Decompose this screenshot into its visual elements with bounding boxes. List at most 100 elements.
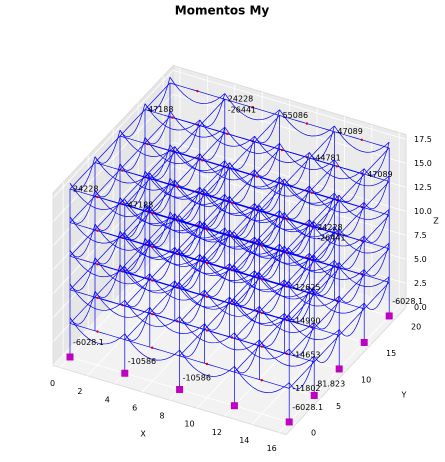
beam xyxy=(363,147,390,175)
annotation: 55086 xyxy=(283,111,308,120)
moment-diagram xyxy=(338,235,365,270)
beam xyxy=(69,195,96,223)
x-tick-label: 16 xyxy=(267,444,277,453)
moment-diagram xyxy=(259,212,285,246)
node-dot xyxy=(151,312,154,316)
node-dot xyxy=(230,201,234,205)
beam xyxy=(338,275,365,303)
node-dot xyxy=(205,295,209,298)
moment-diagram xyxy=(149,280,176,315)
moment-diagram xyxy=(124,172,151,207)
beam xyxy=(284,225,310,253)
x-tick-label: 14 xyxy=(239,436,249,445)
moment-diagram xyxy=(179,282,235,310)
beam xyxy=(144,217,171,245)
moment-diagram xyxy=(288,356,315,390)
moment-diagram xyxy=(234,366,290,393)
z-tick-label: 15.0 xyxy=(414,159,432,168)
moment-diagram xyxy=(259,313,285,347)
moment-diagram xyxy=(204,162,230,197)
annotation: 47188 xyxy=(128,201,153,210)
node-dot xyxy=(310,191,313,195)
beam xyxy=(144,183,171,211)
moment-diagram xyxy=(309,152,365,180)
support xyxy=(230,402,238,410)
moment-diagram xyxy=(254,109,280,144)
beam xyxy=(309,265,335,293)
beam xyxy=(204,201,230,229)
moment-diagram xyxy=(309,219,365,247)
moment-diagram xyxy=(284,185,310,220)
y-tick-label: 0 xyxy=(311,429,316,438)
beam xyxy=(234,311,260,339)
node-dot xyxy=(96,195,99,199)
moment-diagram xyxy=(334,226,390,254)
moment-diagram xyxy=(234,265,290,293)
node-dot xyxy=(260,311,263,315)
beam xyxy=(309,165,335,193)
beam xyxy=(179,261,205,289)
beam xyxy=(309,198,335,226)
x-tick-label: 2 xyxy=(77,387,82,396)
moment-diagram xyxy=(204,189,260,216)
moment-diagram xyxy=(174,153,201,187)
moment-diagram xyxy=(69,317,126,345)
grid-line xyxy=(173,165,407,236)
moment-diagram xyxy=(338,202,365,236)
moment-diagram xyxy=(313,195,340,229)
moment-diagram xyxy=(124,273,151,308)
annotation: -14653 xyxy=(292,350,320,359)
beam xyxy=(119,142,146,170)
beam xyxy=(149,252,176,280)
beam xyxy=(149,219,176,247)
beam xyxy=(94,236,121,264)
beam xyxy=(313,301,340,329)
node-dot xyxy=(151,212,154,215)
beam xyxy=(124,178,151,206)
moment-diagram xyxy=(313,228,340,263)
beam xyxy=(149,151,176,179)
moment-diagram xyxy=(284,212,340,240)
moment-diagram xyxy=(119,103,146,138)
z-tick-label: 17.5 xyxy=(414,135,432,144)
beam xyxy=(288,361,315,389)
moment-diagram xyxy=(174,119,201,154)
moment-diagram xyxy=(234,306,260,340)
z-tick-label: 2.5 xyxy=(414,279,427,288)
moment-diagram xyxy=(284,219,310,254)
beam xyxy=(284,157,310,185)
annotation: 47188 xyxy=(148,105,173,114)
node-dot xyxy=(96,296,99,300)
moment-diagram xyxy=(69,257,96,291)
beam xyxy=(94,135,121,163)
moment-diagram xyxy=(94,230,121,265)
moment-diagram xyxy=(234,332,290,360)
beam xyxy=(94,270,121,298)
support xyxy=(335,365,343,373)
beam xyxy=(309,232,335,260)
x-tick-label: 12 xyxy=(212,428,222,437)
annotation: -10586 xyxy=(183,373,211,382)
moment-diagram xyxy=(224,126,280,154)
moment-diagram xyxy=(259,279,285,314)
node-dot xyxy=(205,228,209,231)
beam xyxy=(199,98,226,126)
y-tick-label: 10 xyxy=(361,376,371,385)
beam xyxy=(259,285,285,313)
moment-diagram xyxy=(259,306,315,333)
moment-diagram xyxy=(169,77,226,104)
beam xyxy=(69,296,96,324)
moment-diagram xyxy=(259,272,315,300)
node-dot xyxy=(260,379,263,382)
moment-diagram xyxy=(124,300,180,327)
moment-diagram xyxy=(309,253,365,280)
node-dot xyxy=(255,175,259,178)
moment-diagram xyxy=(363,175,390,210)
beam xyxy=(144,116,171,144)
moment-diagram xyxy=(288,221,315,256)
moment-diagram xyxy=(69,250,126,278)
annotation: 47089 xyxy=(367,170,392,179)
node-dot xyxy=(205,362,209,366)
moment-diagram xyxy=(334,260,390,287)
beam xyxy=(149,185,176,213)
